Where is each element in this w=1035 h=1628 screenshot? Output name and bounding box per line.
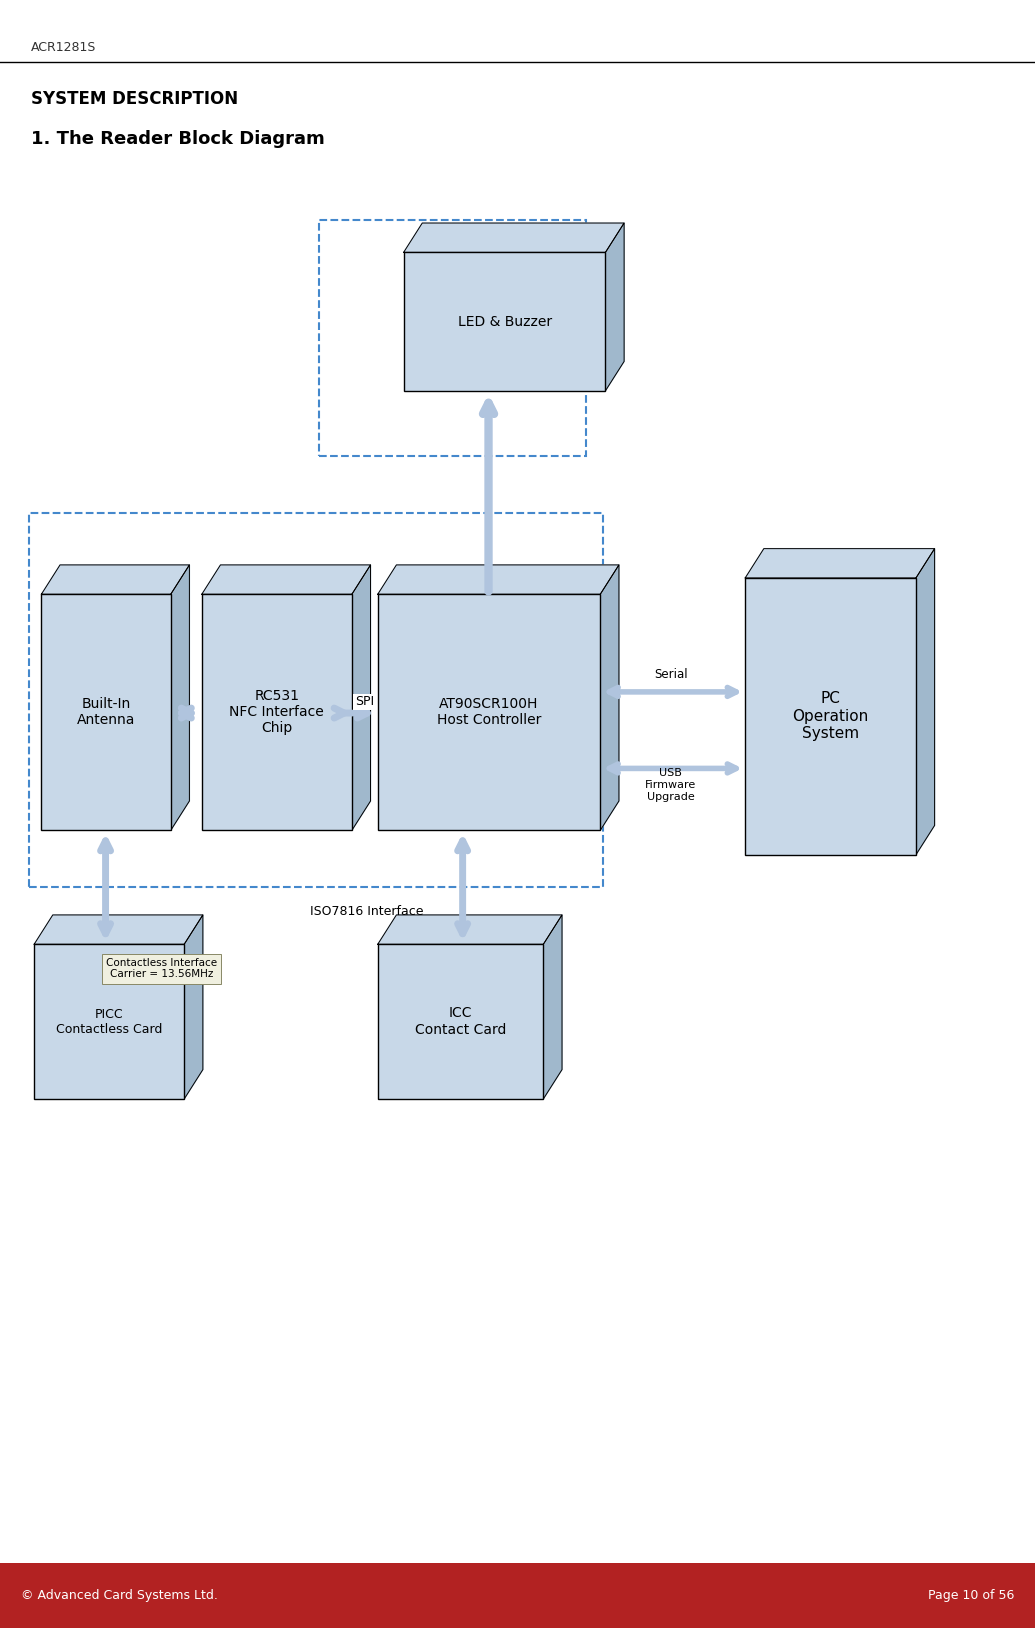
Text: 1. The Reader Block Diagram: 1. The Reader Block Diagram [31, 130, 325, 148]
Text: ICC
Contact Card: ICC Contact Card [415, 1006, 506, 1037]
Text: LED & Buzzer: LED & Buzzer [457, 314, 552, 329]
Polygon shape [600, 565, 619, 830]
Polygon shape [352, 565, 371, 830]
FancyBboxPatch shape [34, 944, 184, 1099]
Text: PC
Operation
System: PC Operation System [793, 692, 868, 741]
Polygon shape [202, 565, 371, 594]
Polygon shape [378, 915, 562, 944]
Text: SPI: SPI [355, 695, 374, 708]
Text: SYSTEM DESCRIPTION: SYSTEM DESCRIPTION [31, 90, 238, 107]
Text: PICC
Contactless Card: PICC Contactless Card [56, 1008, 162, 1035]
Text: RC531
NFC Interface
Chip: RC531 NFC Interface Chip [230, 689, 324, 736]
Text: AT90SCR100H
Host Controller: AT90SCR100H Host Controller [437, 697, 541, 728]
Text: Built-In
Antenna: Built-In Antenna [77, 697, 136, 728]
Polygon shape [404, 223, 624, 252]
Text: ISO7816 Interface: ISO7816 Interface [309, 905, 423, 918]
FancyBboxPatch shape [378, 594, 600, 830]
Text: USB
Firmware
Upgrade: USB Firmware Upgrade [645, 768, 697, 801]
FancyBboxPatch shape [41, 594, 171, 830]
Polygon shape [378, 565, 619, 594]
FancyBboxPatch shape [378, 944, 543, 1099]
Polygon shape [605, 223, 624, 391]
FancyBboxPatch shape [202, 594, 352, 830]
Polygon shape [171, 565, 189, 830]
Text: ACR1281S: ACR1281S [31, 41, 96, 54]
Text: Serial: Serial [654, 667, 687, 681]
Text: © Advanced Card Systems Ltd.: © Advanced Card Systems Ltd. [21, 1589, 217, 1602]
FancyBboxPatch shape [745, 578, 916, 855]
FancyBboxPatch shape [404, 252, 605, 391]
Polygon shape [916, 549, 935, 855]
Text: Page 10 of 56: Page 10 of 56 [928, 1589, 1014, 1602]
Polygon shape [41, 565, 189, 594]
Polygon shape [745, 549, 935, 578]
Text: Contactless Interface
Carrier = 13.56MHz: Contactless Interface Carrier = 13.56MHz [106, 957, 217, 980]
Polygon shape [184, 915, 203, 1099]
FancyBboxPatch shape [0, 1563, 1035, 1628]
Polygon shape [543, 915, 562, 1099]
Polygon shape [34, 915, 203, 944]
